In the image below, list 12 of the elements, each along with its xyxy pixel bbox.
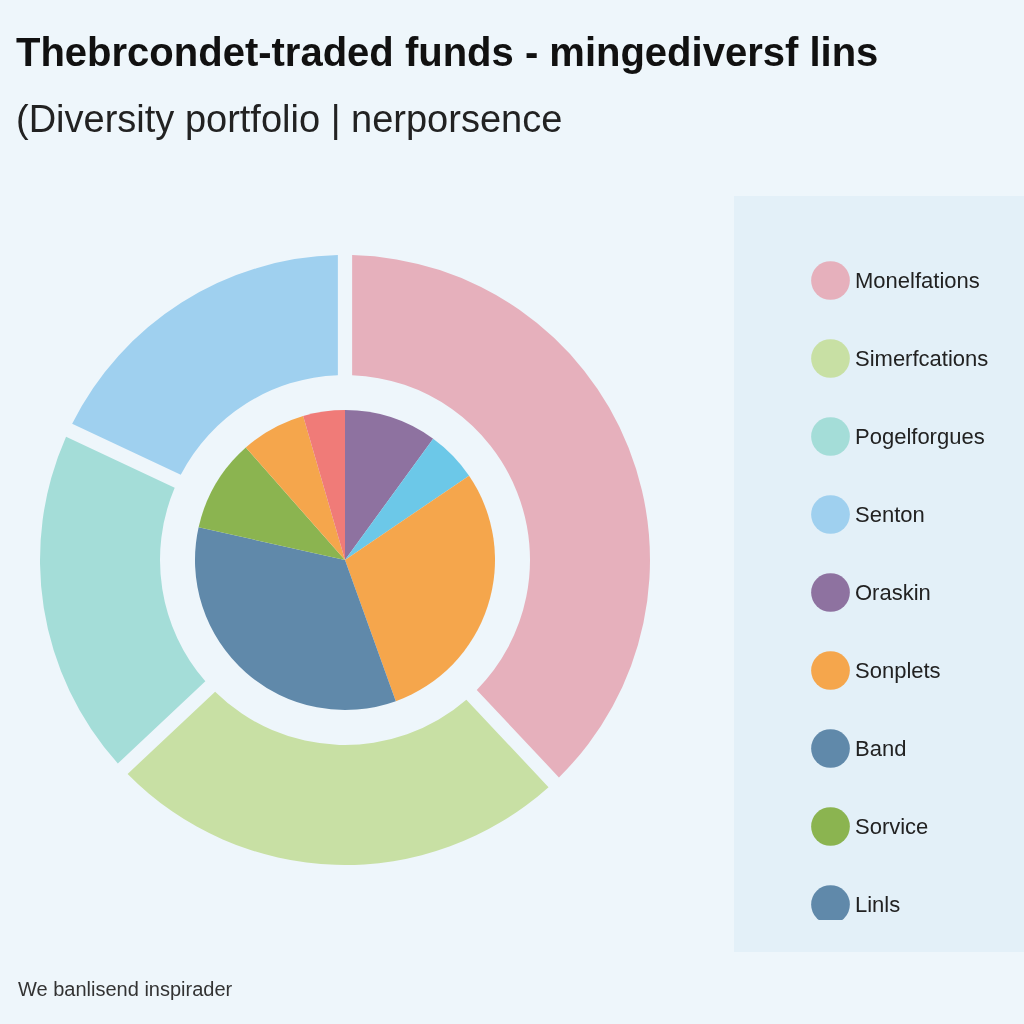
text: We banlisend inspirader xyxy=(18,978,233,1001)
legend-label: Sorvice xyxy=(855,813,929,839)
chart-title: Thebrcondet-traded funds - mingediversf lins xyxy=(16,30,879,75)
legend-label: Linls xyxy=(855,891,901,917)
chart-subtitle: (Diversity portfolio | nerporsence xyxy=(16,98,563,141)
legend-label: Monelfations xyxy=(855,267,980,293)
legend-label: Sonplets xyxy=(855,657,941,683)
legend-label: Oraskin xyxy=(855,579,931,605)
legend-label: Band xyxy=(855,735,907,761)
legend-label: Senton xyxy=(855,501,925,527)
legend-label: Pogelforgues xyxy=(855,423,985,449)
legend-label: Simerfcations xyxy=(855,345,989,371)
